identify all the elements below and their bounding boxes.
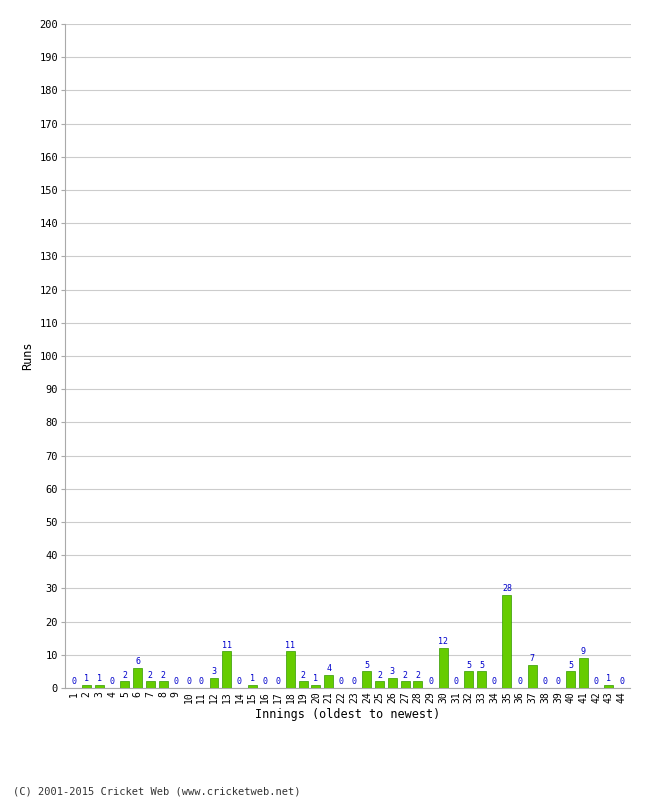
Bar xyxy=(133,668,142,688)
Bar xyxy=(286,651,295,688)
Bar xyxy=(363,671,371,688)
Text: 0: 0 xyxy=(275,678,280,686)
Bar xyxy=(439,648,448,688)
Text: 3: 3 xyxy=(390,667,395,676)
Text: 1: 1 xyxy=(250,674,255,683)
Bar xyxy=(477,671,486,688)
Bar xyxy=(566,671,575,688)
Text: 0: 0 xyxy=(72,678,77,686)
Bar xyxy=(464,671,473,688)
Text: 11: 11 xyxy=(222,641,232,650)
Bar xyxy=(159,682,168,688)
Text: 5: 5 xyxy=(568,661,573,670)
Text: 28: 28 xyxy=(502,584,512,594)
Bar xyxy=(413,682,423,688)
Bar xyxy=(375,682,384,688)
Text: 2: 2 xyxy=(377,670,382,680)
Text: 0: 0 xyxy=(186,678,191,686)
Bar xyxy=(82,685,91,688)
Text: 0: 0 xyxy=(543,678,548,686)
Bar xyxy=(502,595,512,688)
Text: 0: 0 xyxy=(491,678,497,686)
Text: 0: 0 xyxy=(352,678,357,686)
Text: 4: 4 xyxy=(326,664,331,673)
Text: 0: 0 xyxy=(454,678,458,686)
Text: 2: 2 xyxy=(122,670,127,680)
Text: 0: 0 xyxy=(428,678,433,686)
X-axis label: Innings (oldest to newest): Innings (oldest to newest) xyxy=(255,708,441,721)
Bar xyxy=(120,682,129,688)
Bar xyxy=(604,685,614,688)
Text: 11: 11 xyxy=(285,641,296,650)
Text: 1: 1 xyxy=(97,674,102,683)
Text: 1: 1 xyxy=(313,674,318,683)
Y-axis label: Runs: Runs xyxy=(21,342,34,370)
Text: 2: 2 xyxy=(402,670,408,680)
Text: 5: 5 xyxy=(479,661,484,670)
Bar xyxy=(579,658,588,688)
Bar xyxy=(146,682,155,688)
Text: 2: 2 xyxy=(161,670,166,680)
Text: 0: 0 xyxy=(517,678,522,686)
Bar xyxy=(222,651,231,688)
Bar xyxy=(95,685,104,688)
Text: 12: 12 xyxy=(438,638,448,646)
Text: 3: 3 xyxy=(211,667,216,676)
Bar xyxy=(248,685,257,688)
Text: 0: 0 xyxy=(263,678,267,686)
Bar xyxy=(324,674,333,688)
Text: 0: 0 xyxy=(237,678,242,686)
Text: 0: 0 xyxy=(555,678,560,686)
Text: 0: 0 xyxy=(339,678,344,686)
Text: 1: 1 xyxy=(84,674,89,683)
Bar xyxy=(311,685,320,688)
Text: 2: 2 xyxy=(415,670,421,680)
Text: 0: 0 xyxy=(110,678,114,686)
Bar xyxy=(528,665,537,688)
Text: 2: 2 xyxy=(301,670,305,680)
Bar xyxy=(299,682,307,688)
Text: 9: 9 xyxy=(581,647,586,657)
Text: 1: 1 xyxy=(606,674,612,683)
Text: 0: 0 xyxy=(199,678,204,686)
Text: 5: 5 xyxy=(365,661,369,670)
Bar xyxy=(388,678,396,688)
Text: 0: 0 xyxy=(174,678,178,686)
Text: 5: 5 xyxy=(466,661,471,670)
Text: 7: 7 xyxy=(530,654,535,663)
Bar xyxy=(400,682,410,688)
Text: (C) 2001-2015 Cricket Web (www.cricketweb.net): (C) 2001-2015 Cricket Web (www.cricketwe… xyxy=(13,786,300,796)
Text: 2: 2 xyxy=(148,670,153,680)
Text: 0: 0 xyxy=(619,678,624,686)
Text: 6: 6 xyxy=(135,658,140,666)
Bar xyxy=(209,678,218,688)
Text: 0: 0 xyxy=(593,678,599,686)
